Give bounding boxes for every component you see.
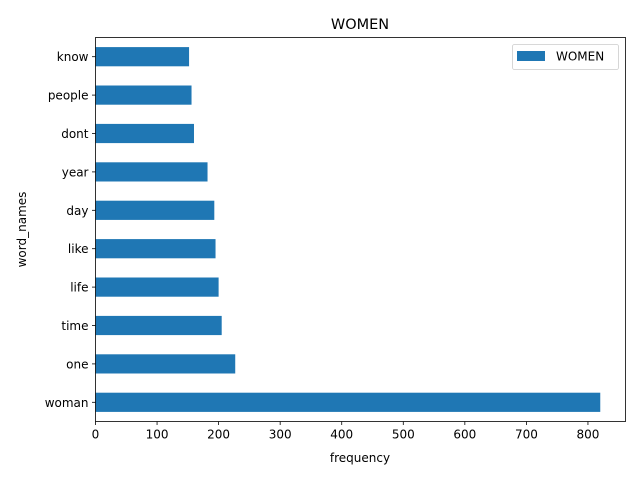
x-tick-label: 400 xyxy=(330,428,353,442)
bar-like xyxy=(95,239,216,259)
bar-dont xyxy=(95,123,194,144)
x-tick-label: 800 xyxy=(576,428,599,442)
bar-woman xyxy=(95,392,601,412)
legend-swatch xyxy=(517,51,545,61)
plot-frame xyxy=(95,37,626,422)
x-tick-label: 100 xyxy=(146,428,169,442)
x-tick-label: 300 xyxy=(269,428,292,442)
bar-life xyxy=(95,277,219,297)
bar-group xyxy=(95,47,601,412)
legend: WOMEN xyxy=(512,44,619,70)
chart-title: WOMEN xyxy=(331,17,389,33)
legend-label: WOMEN xyxy=(556,50,604,64)
y-tick-label: dont xyxy=(61,127,89,141)
x-tick-label: 500 xyxy=(392,428,415,442)
x-axis-label: frequency xyxy=(330,451,390,465)
y-tick-label: day xyxy=(66,204,88,218)
bar-one xyxy=(95,354,236,374)
y-tick-label: year xyxy=(62,165,89,179)
y-tick-label: life xyxy=(70,281,88,295)
bar-people xyxy=(95,85,192,105)
bar-know xyxy=(95,47,190,67)
bar-year xyxy=(95,162,208,182)
x-tick-label: 200 xyxy=(207,428,230,442)
y-tick-label: woman xyxy=(45,396,89,410)
y-tick-label: time xyxy=(61,319,88,333)
x-tick-label: 600 xyxy=(453,428,476,442)
y-tick-label: people xyxy=(48,89,89,103)
x-axis-ticks: 0 100 200 300 400 500 600 700 800 xyxy=(92,421,599,442)
y-axis-label: word_names xyxy=(15,192,29,268)
x-tick-label: 0 xyxy=(92,428,100,442)
legend-frame xyxy=(512,44,619,70)
y-axis-ticks: woman one time life like day year dont people kno… xyxy=(45,50,96,410)
bar-day xyxy=(95,200,215,220)
bar-time xyxy=(95,315,222,336)
y-tick-label: like xyxy=(68,242,89,256)
x-tick-label: 700 xyxy=(515,428,538,442)
y-tick-label: one xyxy=(66,357,88,371)
y-tick-label: know xyxy=(57,50,89,64)
